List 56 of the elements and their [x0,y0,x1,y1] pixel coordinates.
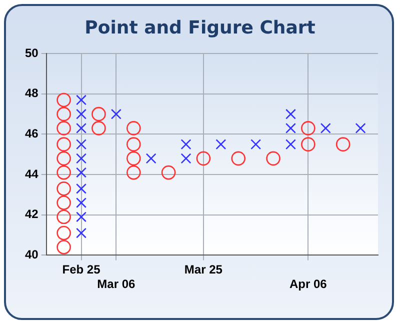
point [161,165,176,180]
x-tick-label: Mar 06 [97,277,136,292]
point [56,240,71,254]
point [285,108,296,120]
point [146,153,156,164]
point [126,165,141,180]
point [285,122,296,134]
point [110,108,122,120]
point [266,151,280,166]
point [56,210,71,224]
point [301,121,316,136]
point [285,139,296,150]
point [76,94,87,106]
point [56,106,71,122]
point [76,198,87,208]
point [92,121,106,136]
point [76,122,87,134]
y-tick-label: 48 [24,86,39,100]
point [56,182,71,196]
y-tick-label: 40 [24,248,39,262]
point [56,121,71,136]
x-tick-label: Mar 25 [184,262,223,277]
point [355,122,366,134]
point [76,139,87,150]
point [56,151,71,166]
point [76,153,87,164]
point [250,139,262,150]
y-tick-label: 46 [24,126,39,141]
y-tick-label: 44 [24,166,39,181]
x-tick-label: Apr 06 [290,277,328,292]
point [76,108,87,120]
point [231,151,246,166]
point [196,151,211,166]
x-tick-label: Feb 25 [62,262,101,277]
point [56,165,71,180]
point [216,139,226,150]
point [56,137,71,152]
y-tick-label: 50 [24,46,39,60]
chart-title: Point and Figure Chart [84,17,316,38]
y-tick-label: 42 [24,207,39,222]
point [56,92,71,108]
point [76,228,87,238]
point [180,153,192,164]
point [180,139,192,150]
point [301,137,316,152]
point [76,167,87,178]
point [76,183,87,194]
point [56,226,71,240]
point [336,137,350,152]
point [76,212,87,222]
point [320,122,331,134]
point [92,106,106,122]
point [126,151,141,166]
point [56,196,71,210]
point [126,137,141,152]
point [126,121,141,136]
